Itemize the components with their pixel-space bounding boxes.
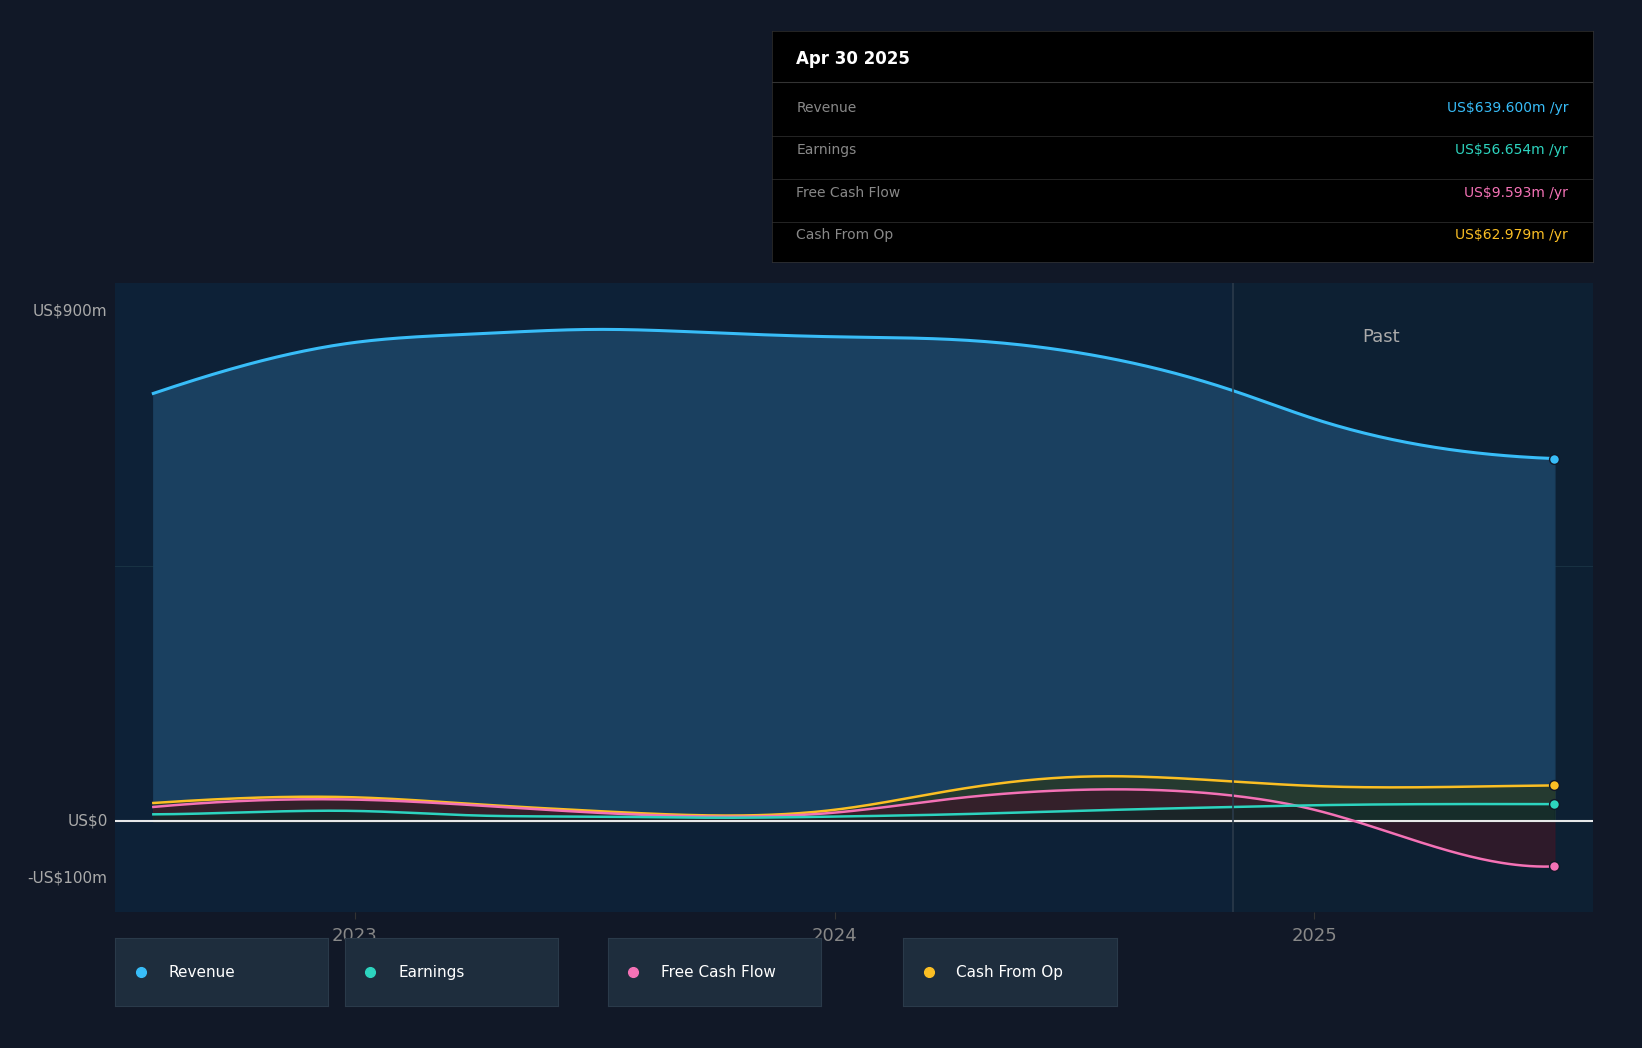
Text: Past: Past — [1363, 328, 1401, 346]
Point — [1542, 858, 1568, 875]
Point — [1542, 777, 1568, 793]
Text: Apr 30 2025: Apr 30 2025 — [796, 50, 910, 68]
Text: US$62.979m /yr: US$62.979m /yr — [1455, 228, 1568, 242]
Text: Revenue: Revenue — [169, 964, 235, 980]
Text: Free Cash Flow: Free Cash Flow — [660, 964, 775, 980]
Point — [1542, 795, 1568, 812]
Point — [1542, 451, 1568, 467]
Text: US$56.654m /yr: US$56.654m /yr — [1455, 144, 1568, 157]
Bar — [1233, 283, 1593, 912]
Text: Cash From Op: Cash From Op — [796, 228, 893, 242]
Text: Free Cash Flow: Free Cash Flow — [796, 185, 900, 200]
Text: Earnings: Earnings — [796, 144, 857, 157]
Text: Cash From Op: Cash From Op — [957, 964, 1064, 980]
Text: Earnings: Earnings — [399, 964, 465, 980]
Text: US$639.600m /yr: US$639.600m /yr — [1447, 101, 1568, 114]
Text: -US$100m: -US$100m — [28, 870, 108, 886]
Text: Revenue: Revenue — [796, 101, 857, 114]
Text: US$900m: US$900m — [33, 304, 108, 319]
Text: US$0: US$0 — [67, 813, 108, 829]
Text: US$9.593m /yr: US$9.593m /yr — [1465, 185, 1568, 200]
